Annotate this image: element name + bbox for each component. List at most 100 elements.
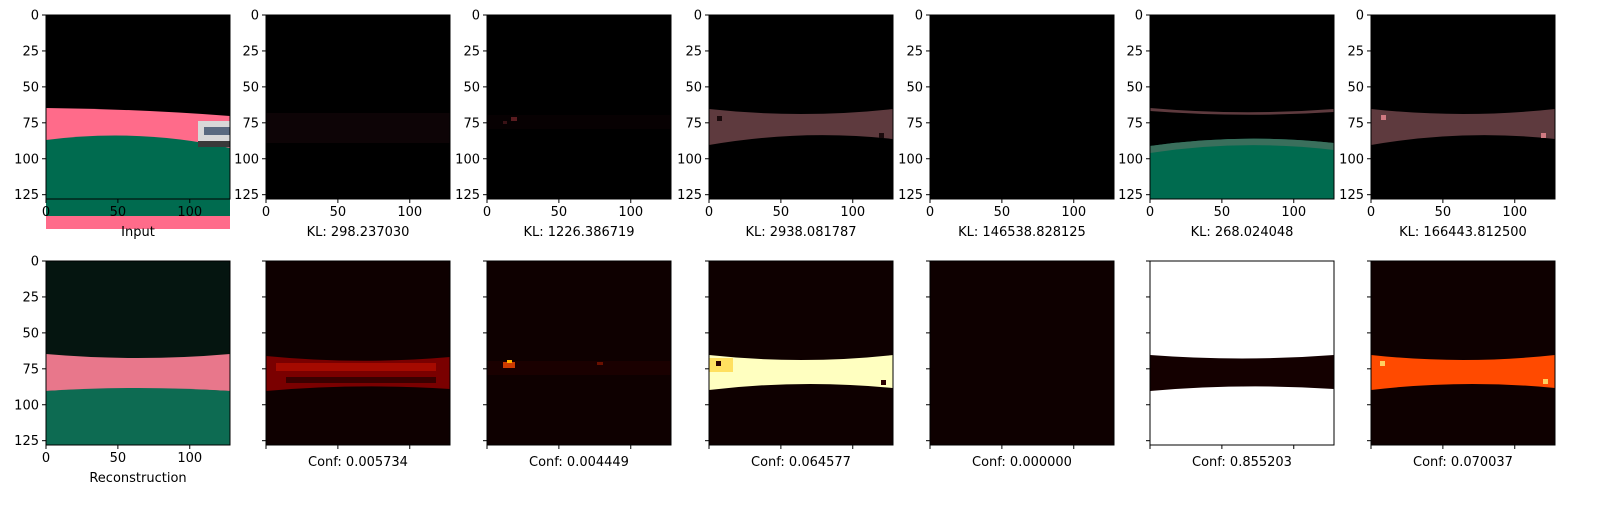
y-tick-label: 25 xyxy=(1347,44,1364,59)
x-tick-label: 100 xyxy=(177,205,202,220)
y-tick-label: 0 xyxy=(31,9,39,24)
y-tick-label: 0 xyxy=(915,9,923,24)
y-tick-label: 75 xyxy=(1347,116,1364,131)
y-tick-label: 125 xyxy=(14,188,39,203)
y-tick-label: 100 xyxy=(898,152,923,167)
x-tick-label: 50 xyxy=(1214,205,1231,220)
y-tick-label: 75 xyxy=(463,116,480,131)
panel-caption: Input xyxy=(121,225,155,240)
x-tick-label: 100 xyxy=(177,451,202,466)
x-tick-label: 50 xyxy=(994,205,1011,220)
y-tick-label: 50 xyxy=(22,80,39,95)
x-tick-label: 0 xyxy=(42,205,50,220)
panel-caption: Conf: 0.070037 xyxy=(1413,455,1513,470)
y-tick-label: 100 xyxy=(1118,152,1143,167)
y-tick-label: 100 xyxy=(14,152,39,167)
y-tick-label: 50 xyxy=(1347,80,1364,95)
panel-input xyxy=(45,14,231,229)
panel-top-7 xyxy=(1370,14,1556,200)
x-tick-label: 0 xyxy=(1146,205,1154,220)
y-tick-label: 125 xyxy=(677,188,702,203)
y-tick-label: 25 xyxy=(242,44,259,59)
panel-caption: Conf: 0.005734 xyxy=(308,455,408,470)
heatmap-6 xyxy=(1370,260,1556,446)
panel-caption: KL: 1226.386719 xyxy=(523,225,634,240)
y-tick-label: 25 xyxy=(1126,44,1143,59)
y-tick-label: 0 xyxy=(694,9,702,24)
x-tick-label: 50 xyxy=(1435,205,1452,220)
heatmap-5 xyxy=(1149,260,1335,446)
y-tick-label: 125 xyxy=(455,188,480,203)
car-icon xyxy=(198,121,230,147)
x-tick-label: 0 xyxy=(262,205,270,220)
y-tick-label: 75 xyxy=(1126,116,1143,131)
x-tick-label: 50 xyxy=(110,205,127,220)
panel-caption: KL: 2938.081787 xyxy=(745,225,856,240)
y-tick-label: 50 xyxy=(242,80,259,95)
y-tick-label: 0 xyxy=(31,255,39,270)
y-tick-label: 100 xyxy=(1339,152,1364,167)
y-tick-label: 25 xyxy=(685,44,702,59)
y-tick-label: 50 xyxy=(22,326,39,341)
x-tick-label: 0 xyxy=(483,205,491,220)
panel-caption: Reconstruction xyxy=(89,471,186,486)
panel-top-4 xyxy=(708,14,894,200)
panel-caption: Conf: 0.004449 xyxy=(529,455,629,470)
y-tick-label: 25 xyxy=(463,44,480,59)
y-tick-label: 0 xyxy=(1356,9,1364,24)
y-tick-label: 75 xyxy=(906,116,923,131)
x-tick-label: 100 xyxy=(397,205,422,220)
y-tick-label: 125 xyxy=(898,188,923,203)
panel-caption: Conf: 0.064577 xyxy=(751,455,851,470)
y-tick-label: 125 xyxy=(1118,188,1143,203)
x-tick-label: 50 xyxy=(110,451,127,466)
y-tick-label: 0 xyxy=(251,9,259,24)
y-tick-label: 125 xyxy=(1339,188,1364,203)
panel-caption: KL: 268.024048 xyxy=(1191,225,1294,240)
x-tick-label: 50 xyxy=(551,205,568,220)
y-tick-label: 0 xyxy=(1135,9,1143,24)
x-tick-label: 100 xyxy=(840,205,865,220)
panel-caption: KL: 146538.828125 xyxy=(958,225,1086,240)
x-tick-label: 0 xyxy=(926,205,934,220)
y-tick-label: 75 xyxy=(242,116,259,131)
y-tick-label: 125 xyxy=(14,434,39,449)
x-tick-label: 50 xyxy=(773,205,790,220)
x-tick-label: 100 xyxy=(1281,205,1306,220)
y-tick-label: 75 xyxy=(22,116,39,131)
heatmap-4 xyxy=(929,260,1115,446)
y-tick-label: 50 xyxy=(1126,80,1143,95)
panel-caption: Conf: 0.000000 xyxy=(972,455,1072,470)
x-tick-label: 50 xyxy=(330,205,347,220)
x-tick-label: 0 xyxy=(705,205,713,220)
x-tick-label: 100 xyxy=(618,205,643,220)
heatmap-1 xyxy=(265,260,451,446)
panel-top-2 xyxy=(265,14,451,200)
y-tick-label: 25 xyxy=(22,44,39,59)
y-tick-label: 25 xyxy=(22,290,39,305)
y-tick-label: 0 xyxy=(472,9,480,24)
heatmap-2 xyxy=(486,260,672,446)
panel-caption: KL: 298.237030 xyxy=(307,225,410,240)
panel-caption: Conf: 0.855203 xyxy=(1192,455,1292,470)
panel-top-5 xyxy=(929,14,1115,200)
panel-reconstruction xyxy=(45,260,231,446)
y-tick-label: 100 xyxy=(234,152,259,167)
y-tick-label: 50 xyxy=(463,80,480,95)
y-tick-label: 100 xyxy=(677,152,702,167)
x-tick-label: 100 xyxy=(1061,205,1086,220)
y-tick-label: 125 xyxy=(234,188,259,203)
y-tick-label: 100 xyxy=(14,398,39,413)
y-tick-label: 75 xyxy=(685,116,702,131)
y-tick-label: 50 xyxy=(906,80,923,95)
x-tick-label: 0 xyxy=(1367,205,1375,220)
axes-layer: 0 50 100 0 25 50 75 100 125 Input 0 50 100 0 25 50 75 100… xyxy=(14,9,1527,487)
x-tick-label: 0 xyxy=(42,451,50,466)
y-tick-label: 75 xyxy=(22,362,39,377)
panel-caption: KL: 166443.812500 xyxy=(1399,225,1527,240)
heatmap-3 xyxy=(708,260,894,446)
y-tick-label: 100 xyxy=(455,152,480,167)
x-tick-label: 100 xyxy=(1502,205,1527,220)
panel-top-6 xyxy=(1149,14,1335,200)
